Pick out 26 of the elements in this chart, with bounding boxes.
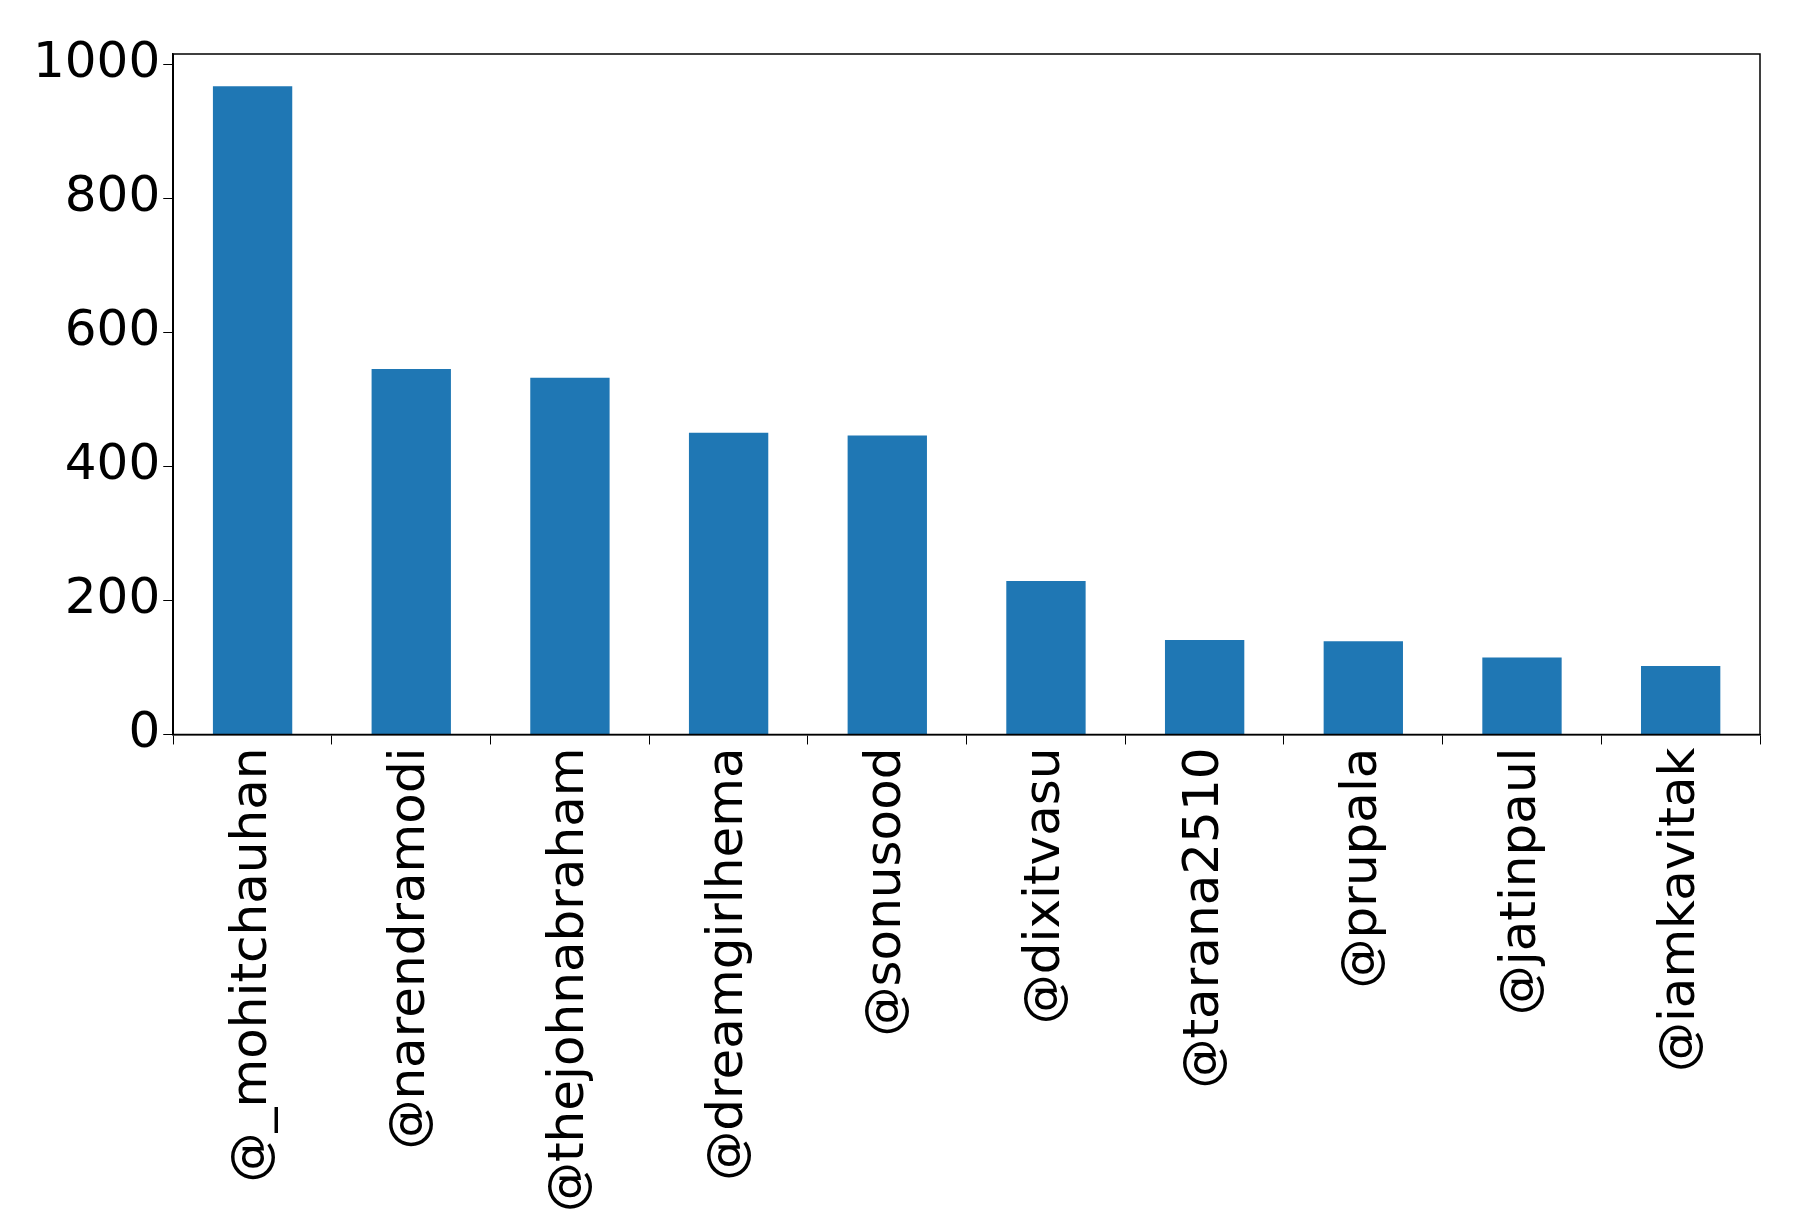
bar <box>1640 666 1721 734</box>
y-tick-label: 200 <box>64 567 161 626</box>
bar <box>212 86 293 734</box>
x-tick-label: @dreamgirlhema <box>695 747 754 1181</box>
bar <box>1482 657 1562 734</box>
bar <box>530 377 610 734</box>
bar <box>371 369 451 734</box>
bar <box>847 435 927 734</box>
x-tick-label: @_mohitchauhan <box>219 747 278 1183</box>
x-tick-label: @thejohnabraham <box>536 747 595 1212</box>
bar <box>1006 580 1086 734</box>
x-tick-label: @narendramodi <box>378 747 437 1150</box>
bar <box>1164 639 1245 734</box>
x-tick-label: @sonusood <box>854 747 913 1037</box>
y-tick-label: 1000 <box>33 31 161 90</box>
y-tick-label: 600 <box>64 299 161 358</box>
x-tick-label: @jatinpaul <box>1488 747 1547 1016</box>
x-tick-label: @prupala <box>1330 747 1389 989</box>
x-tick-label: @tarana2510 <box>1171 747 1230 1089</box>
y-tick-label: 0 <box>128 701 161 760</box>
bar <box>1323 641 1403 734</box>
x-tick-label: @dixitvasu <box>1012 747 1071 1025</box>
y-tick-label: 800 <box>64 165 161 224</box>
x-tick-label: @iamkavitak <box>1647 747 1706 1073</box>
bar <box>688 432 769 734</box>
y-tick-label: 400 <box>64 433 161 492</box>
